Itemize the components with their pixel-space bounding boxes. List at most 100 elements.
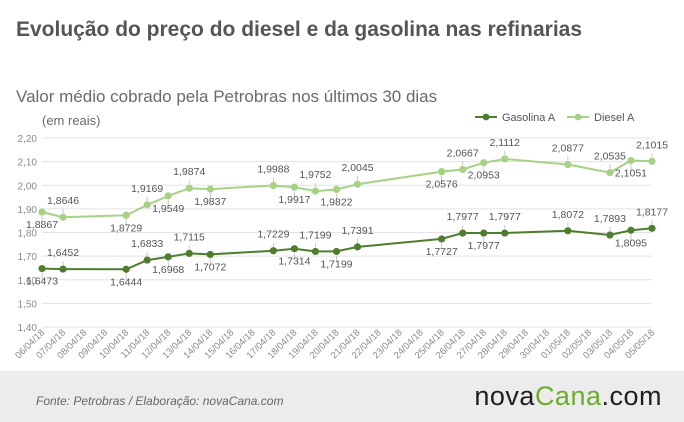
data-label-diesel: 1,8729: [110, 222, 142, 234]
data-point-diesel: [606, 169, 614, 177]
legend-label-diesel: Diesel A: [594, 112, 635, 124]
data-label-gasolina: 1,7199: [299, 229, 331, 241]
data-point-diesel: [164, 192, 172, 200]
data-label-gasolina: 1,7893: [594, 213, 626, 225]
data-point-diesel: [311, 187, 320, 195]
data-label-diesel: 2,0045: [341, 162, 373, 174]
data-point-gasolina: [438, 235, 446, 243]
data-label-gasolina: 1,8072: [552, 209, 584, 221]
data-point-diesel: [185, 184, 193, 192]
data-label-gasolina: 1,6473: [26, 276, 58, 288]
logo-tld: .com: [601, 381, 662, 411]
data-label-diesel: 1,8646: [47, 195, 79, 207]
data-point-diesel: [459, 165, 467, 174]
data-label-gasolina: 1,6833: [131, 238, 163, 250]
data-label-diesel: 2,0535: [594, 151, 626, 163]
y-tick-label: 2,10: [18, 158, 38, 169]
data-label-gasolina: 1,7391: [341, 225, 373, 237]
y-tick-label: 1,70: [18, 252, 38, 263]
y-tick-label: 1,60: [18, 276, 38, 287]
data-point-gasolina: [459, 229, 467, 237]
data-label-gasolina: 1,6968: [152, 264, 184, 276]
data-point-gasolina: [480, 229, 488, 237]
units-label: (em reais): [42, 113, 101, 128]
data-point-diesel: [648, 157, 656, 165]
data-point-diesel: [627, 156, 635, 165]
data-point-diesel: [122, 211, 130, 219]
data-label-diesel: 1,9837: [194, 196, 226, 208]
y-tick-label: 2,00: [18, 181, 38, 192]
data-point-gasolina: [143, 256, 151, 264]
y-tick-label: 1,80: [18, 229, 38, 240]
data-point-gasolina: [269, 247, 277, 255]
data-point-gasolina: [164, 253, 172, 261]
chart-title: Evolução do preço do diesel e da gasolin…: [16, 18, 583, 41]
data-label-diesel: 1,9752: [299, 169, 331, 181]
data-label-diesel: 1,9988: [257, 164, 289, 176]
data-point-gasolina: [501, 229, 509, 237]
data-point-gasolina: [353, 243, 362, 251]
data-label-diesel: 1,9549: [152, 203, 184, 215]
data-label-gasolina: 1,7199: [320, 258, 352, 270]
data-point-diesel: [143, 201, 151, 209]
data-point-diesel: [564, 160, 572, 169]
data-point-gasolina: [627, 226, 635, 234]
data-label-diesel: 1,8867: [26, 219, 58, 231]
logo-accent: Cana: [534, 381, 602, 411]
novacana-logo: novaCana.com: [474, 381, 662, 412]
data-label-diesel: 1,9917: [278, 194, 310, 206]
data-label-gasolina: 1,7072: [194, 261, 226, 273]
data-point-diesel: [480, 159, 488, 167]
data-point-diesel: [38, 208, 46, 216]
data-point-gasolina: [206, 250, 214, 259]
data-point-diesel: [332, 185, 341, 194]
legend-marker-gasolina: [482, 113, 490, 121]
data-label-diesel: 2,1015: [636, 139, 668, 151]
data-label-gasolina: 1,7115: [174, 231, 205, 243]
y-tick-label: 2,20: [18, 134, 38, 145]
data-label-gasolina: 1,7727: [426, 246, 458, 258]
data-point-gasolina: [648, 224, 656, 232]
data-point-gasolina: [606, 231, 614, 239]
y-tick-label: 1,50: [18, 299, 38, 310]
data-label-diesel: 2,1112: [489, 137, 520, 149]
footer: Fonte: Petrobras / Elaboração: novaCana.…: [0, 371, 684, 422]
data-point-gasolina: [185, 249, 193, 258]
data-label-diesel: 2,0576: [426, 179, 458, 191]
y-tick-label: 1,90: [18, 205, 38, 216]
data-label-gasolina: 1,7977: [468, 240, 500, 252]
chart-subtitle: Valor médio cobrado pela Petrobras nos ú…: [16, 87, 438, 106]
y-tick-label: 1,40: [18, 323, 38, 334]
logo-main: nova: [474, 381, 535, 411]
data-label-gasolina: 1,7314: [278, 256, 310, 268]
data-label-diesel: 2,1051: [615, 167, 647, 179]
data-point-diesel: [269, 181, 277, 190]
data-point-diesel: [290, 183, 299, 191]
data-label-diesel: 1,9822: [320, 196, 352, 208]
data-point-gasolina: [332, 247, 341, 256]
data-label-diesel: 2,0877: [552, 143, 584, 155]
data-point-diesel: [353, 180, 362, 188]
data-point-gasolina: [59, 265, 67, 273]
source-credit: Fonte: Petrobras / Elaboração: novaCana.…: [36, 394, 284, 408]
data-label-gasolina: 1,7977: [447, 211, 479, 223]
data-point-gasolina: [311, 247, 320, 256]
data-point-gasolina: [122, 265, 130, 273]
data-point-diesel: [59, 213, 67, 221]
data-label-gasolina: 1,6452: [47, 247, 79, 259]
data-label-diesel: 1,9874: [173, 166, 205, 178]
data-point-gasolina: [38, 264, 46, 273]
series-line-diesel: [41, 157, 653, 219]
data-label-gasolina: 1,8177: [636, 206, 668, 218]
data-label-gasolina: 1,8095: [615, 237, 647, 249]
legend-label-gasolina: Gasolina A: [502, 112, 556, 124]
data-point-diesel: [501, 155, 509, 163]
data-point-gasolina: [290, 245, 299, 253]
line-chart: 1,401,501,601,701,801,902,002,102,2006/0…: [13, 112, 668, 361]
data-point-diesel: [206, 185, 214, 193]
data-label-diesel: 1,9169: [131, 183, 163, 195]
data-label-diesel: 2,0953: [468, 170, 500, 182]
data-label-diesel: 2,0667: [447, 147, 479, 159]
data-point-diesel: [438, 168, 446, 176]
legend-marker-diesel: [574, 113, 582, 121]
